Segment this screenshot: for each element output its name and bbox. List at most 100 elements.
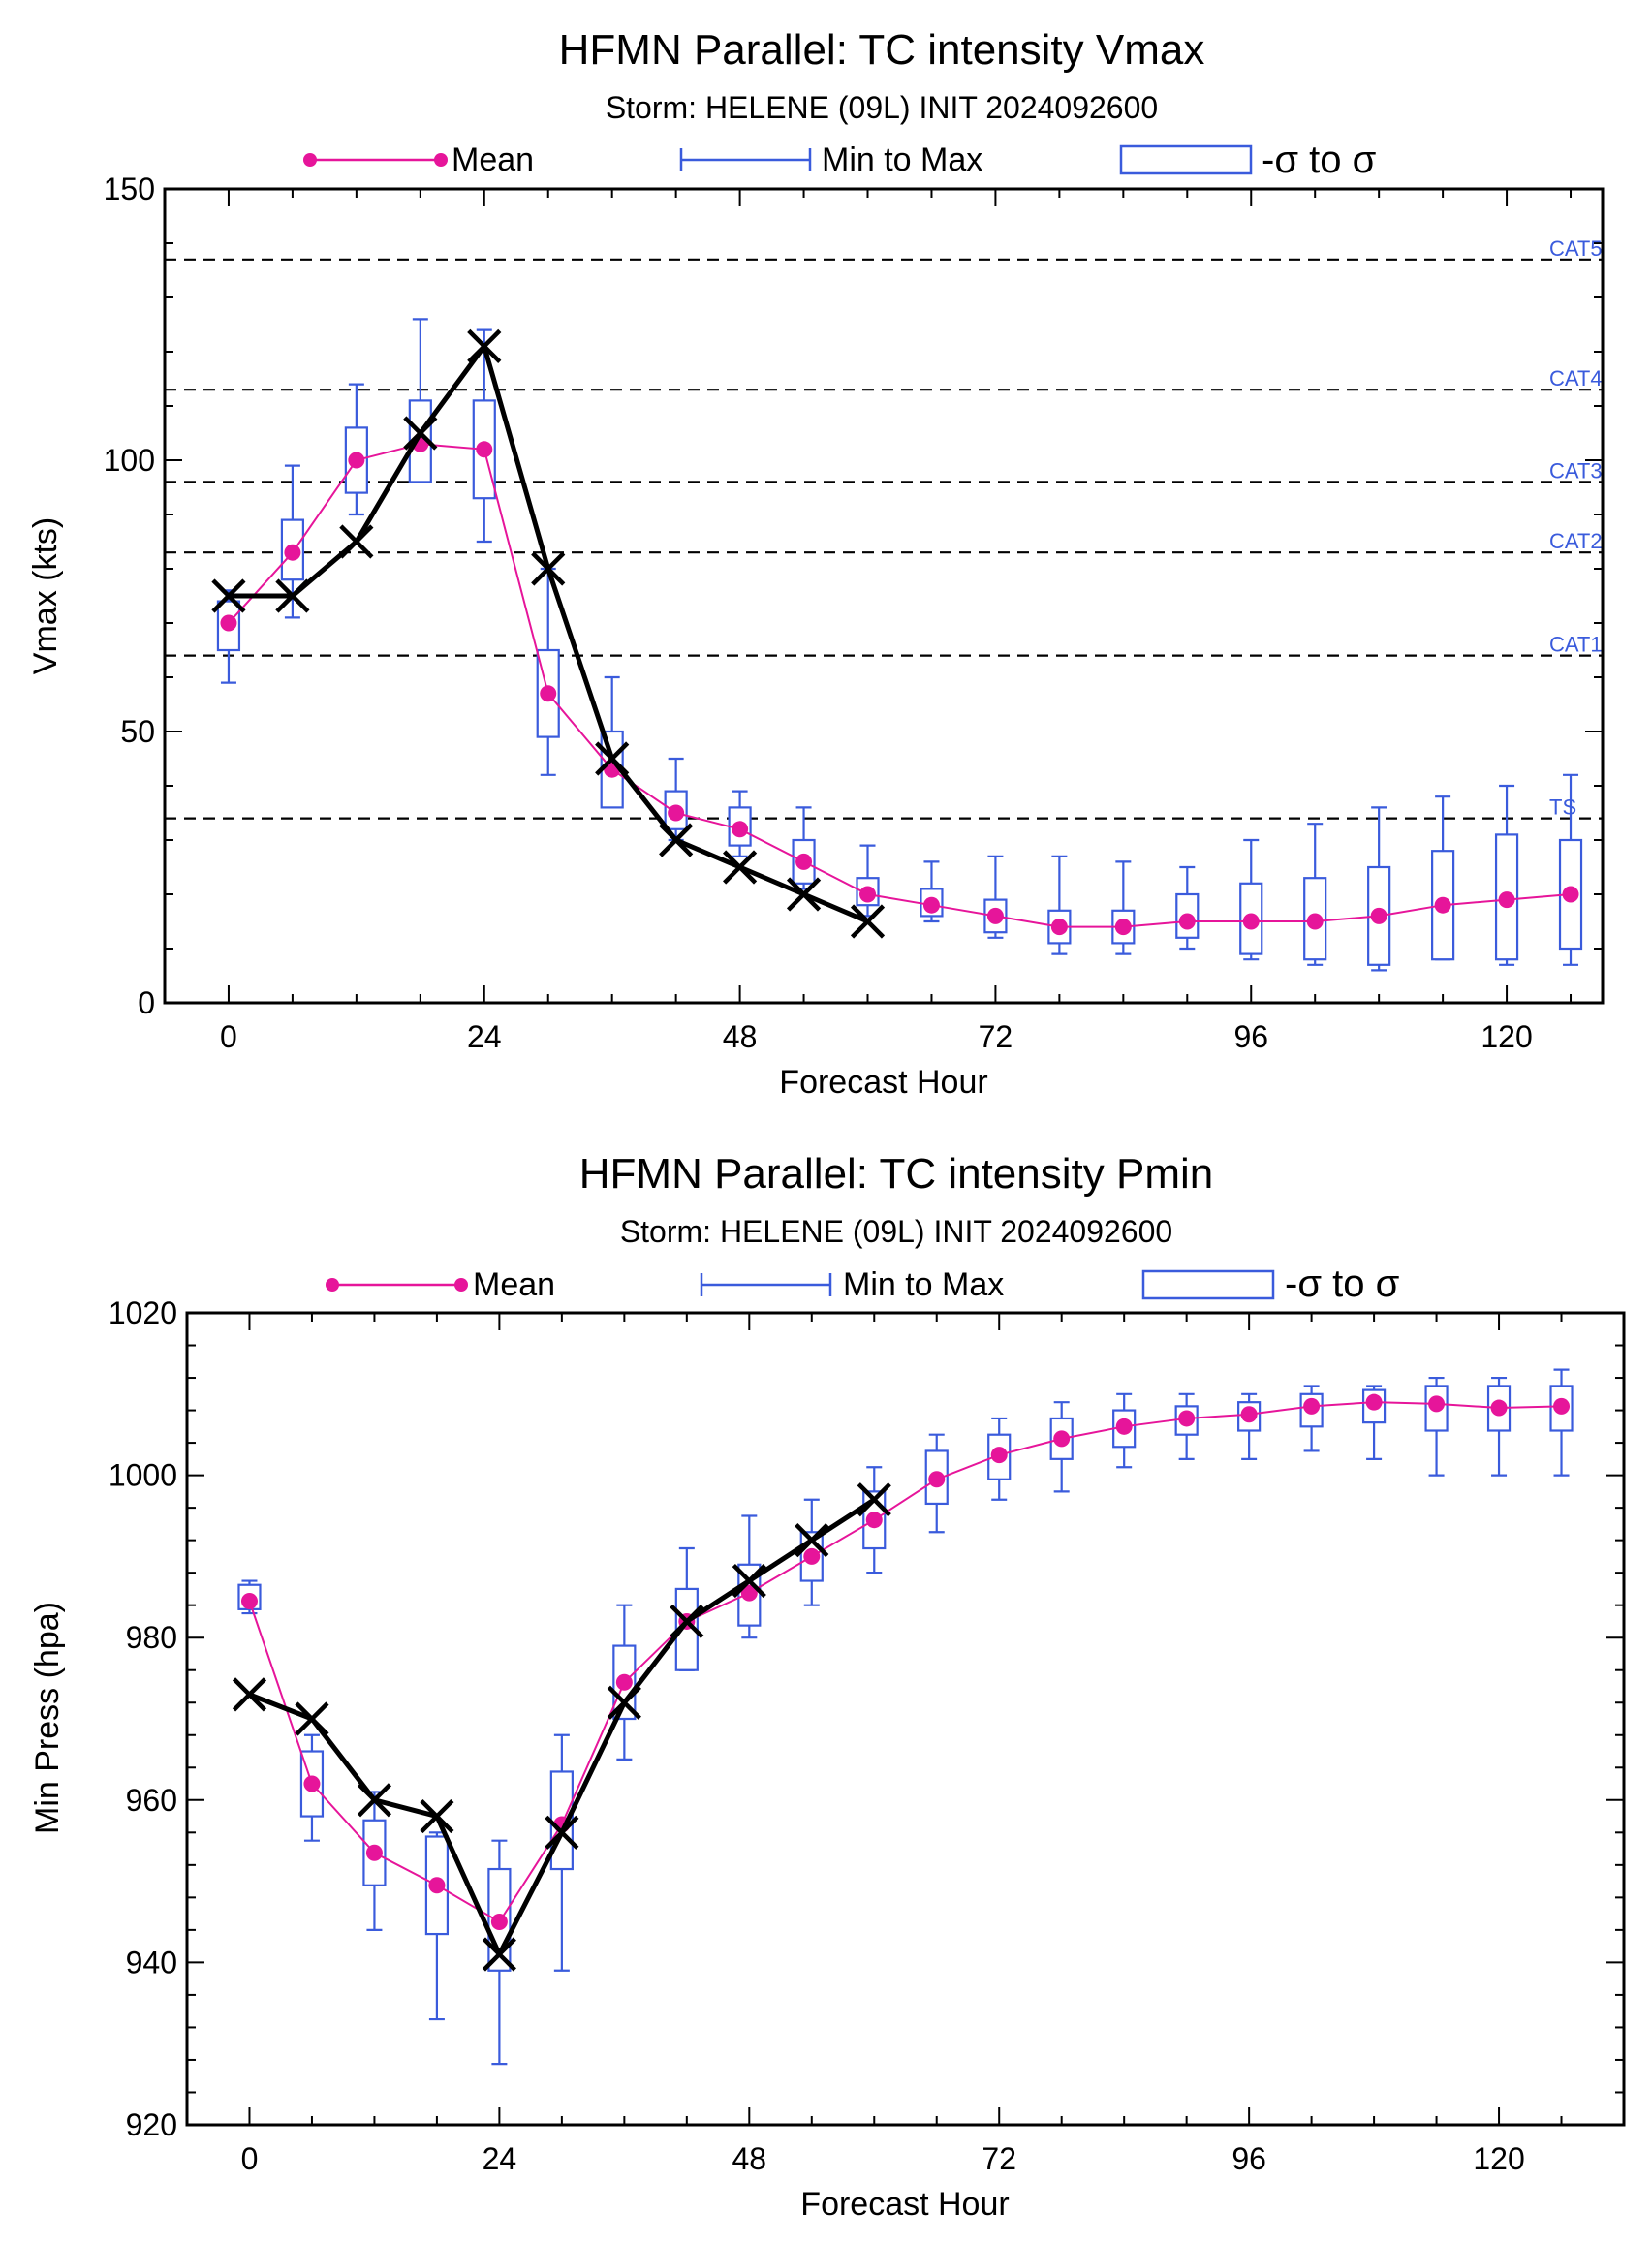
mean-point xyxy=(490,1914,508,1930)
mean-point xyxy=(986,907,1004,924)
mean-point xyxy=(990,1447,1008,1464)
legend-minmax-marker xyxy=(679,148,812,171)
mean-point xyxy=(803,1547,821,1565)
x-tick-label: 96 xyxy=(1231,2141,1266,2176)
observed-point xyxy=(467,328,502,363)
observed-point xyxy=(670,1604,704,1639)
observed-point xyxy=(607,1685,641,1720)
y-tick-label: 150 xyxy=(104,171,155,206)
observed-point xyxy=(732,1563,766,1599)
legend-mean-marker xyxy=(303,153,317,167)
mean-point xyxy=(740,1584,758,1602)
chart-title: HFMN Parallel: TC intensity Pmin xyxy=(579,1150,1213,1198)
mean-point xyxy=(1562,886,1579,903)
mean-point xyxy=(922,896,940,914)
observed-point xyxy=(659,823,694,857)
x-axis-label: Forecast Hour xyxy=(779,1064,987,1101)
observed-point xyxy=(531,551,566,586)
x-tick-label: 72 xyxy=(982,2141,1016,2176)
y-tick-label: 960 xyxy=(126,1783,177,1818)
observed-point xyxy=(339,524,374,559)
mean-point xyxy=(1240,1406,1258,1423)
y-axis-label: Min Press (hpa) xyxy=(29,1602,66,1834)
mean-point xyxy=(795,853,813,870)
mean-point xyxy=(348,452,365,469)
category-label: CAT5 xyxy=(1549,236,1603,261)
category-label: CAT2 xyxy=(1549,529,1603,553)
legend-mean-marker xyxy=(326,1278,339,1292)
mean-point xyxy=(1115,1418,1133,1435)
legend-mean-label: Mean xyxy=(473,1266,555,1303)
observed-point xyxy=(795,1523,829,1558)
mean-point xyxy=(865,1512,883,1529)
mean-point xyxy=(1178,913,1196,930)
plot-frame xyxy=(163,187,1605,1005)
mean-point xyxy=(1114,919,1132,936)
legend-mean-marker xyxy=(434,153,448,167)
legend-sigma-marker xyxy=(1119,144,1253,175)
legend-minmax-marker xyxy=(700,1273,832,1296)
vmax-chart: HFMN Parallel: TC intensity Vmax Storm: … xyxy=(27,26,1605,1101)
category-label: CAT1 xyxy=(1549,633,1603,657)
chart-subtitle: Storm: HELENE (09L) INIT 2024092600 xyxy=(606,90,1158,125)
observed-point xyxy=(786,877,822,912)
mean-point xyxy=(1434,896,1451,914)
mean-point xyxy=(1428,1395,1446,1413)
mean-point xyxy=(303,1775,321,1792)
category-label: CAT3 xyxy=(1549,458,1603,483)
mean-point xyxy=(1053,1430,1071,1448)
mean-point xyxy=(668,804,685,822)
y-tick-label: 1020 xyxy=(109,1295,177,1330)
mean-point xyxy=(1242,913,1260,930)
observed-point xyxy=(595,741,630,776)
observed-point xyxy=(723,850,758,885)
y-axis-label: Vmax (kts) xyxy=(27,517,64,674)
legend-mean-label: Mean xyxy=(452,141,534,178)
mean-point xyxy=(859,886,877,903)
legend-minmax-label: Min to Max xyxy=(843,1266,1004,1303)
x-tick-label: 120 xyxy=(1481,1019,1532,1054)
mean-series-line xyxy=(228,443,1572,928)
y-tick-label: 1000 xyxy=(109,1458,177,1493)
x-tick-label: 72 xyxy=(979,1019,1013,1054)
legend-sigma-label: -σ to σ xyxy=(1285,1262,1400,1305)
mean-point xyxy=(615,1673,633,1691)
mean-point xyxy=(1306,913,1324,930)
mean-point xyxy=(928,1471,946,1488)
mean-series-line xyxy=(248,1401,1562,1923)
mean-point xyxy=(1303,1397,1321,1415)
y-tick-label: 100 xyxy=(104,443,155,478)
mean-point xyxy=(1050,919,1068,936)
chart-subtitle: Storm: HELENE (09L) INIT 2024092600 xyxy=(620,1214,1172,1249)
category-label: CAT4 xyxy=(1549,366,1603,390)
legend-sigma-label: -σ to σ xyxy=(1262,139,1377,181)
legend: Mean Min to Max -σ to σ xyxy=(303,139,1377,181)
observed-point xyxy=(420,1798,454,1834)
mean-point xyxy=(540,685,557,702)
x-tick-label: 48 xyxy=(723,1019,758,1054)
mean-point xyxy=(1178,1410,1196,1427)
observed-point xyxy=(275,578,310,613)
y-tick-label: 0 xyxy=(138,985,155,1020)
y-tick-label: 50 xyxy=(120,714,155,749)
x-tick-label: 120 xyxy=(1473,2141,1524,2176)
observed-point xyxy=(545,1815,579,1850)
observed-point xyxy=(850,904,886,939)
legend: Mean Min to Max -σ to σ xyxy=(326,1262,1400,1305)
observed-point xyxy=(857,1482,891,1517)
mean-point xyxy=(240,1592,258,1609)
mean-point xyxy=(284,544,301,561)
observed-point xyxy=(482,1937,516,1972)
x-tick-label: 24 xyxy=(483,2141,517,2176)
y-tick-label: 940 xyxy=(126,1945,177,1979)
y-tick-label: 920 xyxy=(126,2107,177,2142)
mean-point xyxy=(1365,1393,1383,1411)
legend-sigma-marker xyxy=(1141,1269,1275,1300)
mean-point xyxy=(1490,1399,1508,1417)
mean-point xyxy=(1498,891,1515,909)
legend-minmax-label: Min to Max xyxy=(822,141,982,178)
pmin-chart: HFMN Parallel: TC intensity Pmin Storm: … xyxy=(29,1150,1626,2223)
observed-point xyxy=(357,1783,392,1818)
x-axis-label: Forecast Hour xyxy=(800,2186,1009,2223)
x-tick-label: 0 xyxy=(220,1019,237,1054)
